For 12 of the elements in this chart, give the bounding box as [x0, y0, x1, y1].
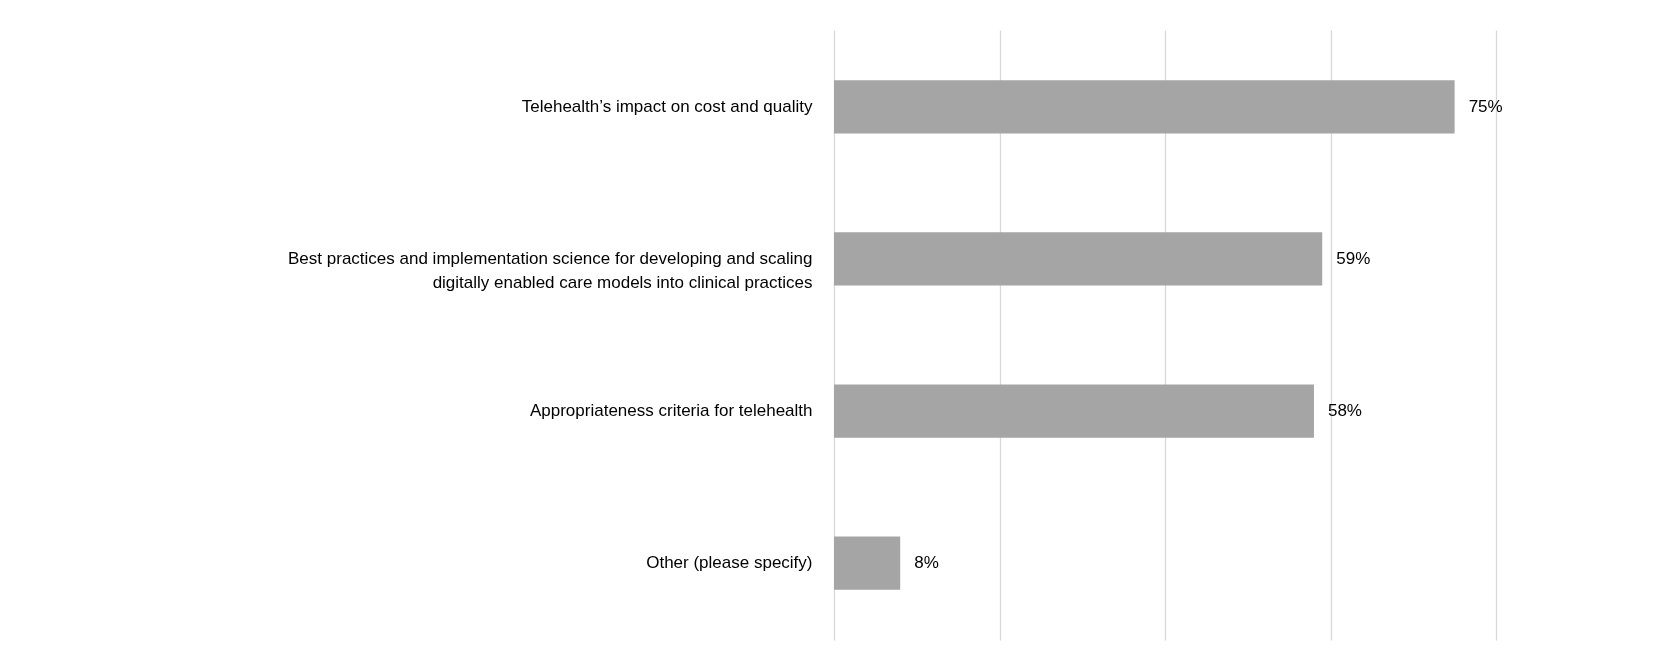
- bar: [834, 80, 1455, 134]
- data-label: 58%: [1327, 401, 1362, 421]
- y-tick-label: Best practices and implementation science for developing and scaling digitally enabled care models into clinical practices: [288, 248, 813, 292]
- data-label: 75%: [1468, 96, 1503, 116]
- y-tick-label: Telehealth’s impact on cost and quality: [521, 96, 813, 116]
- data-label: 59%: [1336, 248, 1371, 268]
- data-label: 8%: [914, 553, 939, 573]
- y-tick-label: Appropriateness criteria for telehealth: [529, 401, 813, 421]
- bar: [834, 232, 1323, 286]
- y-tick-label: Other (please specify): [646, 553, 813, 573]
- bar: [834, 384, 1314, 438]
- bar: [834, 536, 901, 590]
